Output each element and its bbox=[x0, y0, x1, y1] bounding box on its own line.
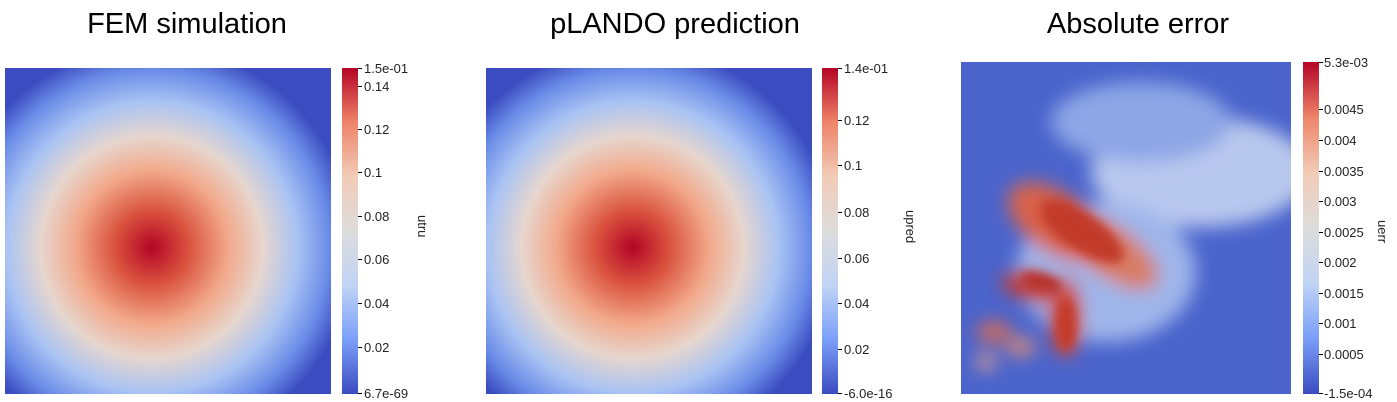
tick-mark bbox=[358, 172, 362, 173]
colorbar-tick-label: 0.003 bbox=[1324, 194, 1357, 209]
tick-mark bbox=[358, 68, 362, 69]
colorbar-max-label: 1.4e-01 bbox=[844, 61, 889, 76]
colorbar-tick-label: 0.0025 bbox=[1324, 225, 1364, 240]
tick-mark bbox=[838, 349, 842, 350]
colorbar-max-label: 1.5e-01 bbox=[364, 61, 409, 76]
tick-mark bbox=[838, 258, 842, 259]
colorbar-max-label: 5.3e-03 bbox=[1324, 55, 1369, 70]
colorbar-min-label: -1.5e-04 bbox=[1324, 386, 1373, 401]
field-plot bbox=[486, 68, 812, 394]
tick-mark bbox=[1319, 140, 1323, 141]
colorbar-tick-label: 0.02 bbox=[364, 340, 390, 355]
tick-mark bbox=[838, 165, 842, 166]
tick-mark bbox=[358, 393, 362, 394]
colorbar-variable-label: upred bbox=[903, 210, 918, 244]
colorbar-tick-label: 0.002 bbox=[1324, 255, 1357, 270]
tick-mark bbox=[1319, 232, 1323, 233]
colorbar-tick-label: 0.02 bbox=[844, 342, 870, 357]
field-surface bbox=[5, 68, 331, 394]
colorbar-tick-label: 0.12 bbox=[364, 122, 390, 137]
error-hotspots bbox=[1019, 200, 1124, 350]
tick-mark bbox=[358, 86, 362, 87]
tick-mark bbox=[1319, 323, 1323, 324]
tick-mark bbox=[358, 129, 362, 130]
tick-mark bbox=[838, 68, 842, 69]
panel-absolute-error: Absolute error bbox=[958, 0, 1397, 402]
colorbar-tick-label: 0.04 bbox=[844, 296, 870, 311]
field-surface bbox=[486, 68, 812, 394]
tick-mark bbox=[838, 212, 842, 213]
colorbar-gradient bbox=[1303, 62, 1319, 394]
colorbar-gradient bbox=[822, 68, 838, 394]
colorbar-variable-label: uerr bbox=[1375, 220, 1390, 244]
colorbar-tick-label: 0.06 bbox=[844, 251, 870, 266]
colorbar-tick-label: 0.004 bbox=[1324, 133, 1357, 148]
field-plot bbox=[5, 68, 331, 394]
panel-title: pLANDO prediction bbox=[550, 8, 800, 40]
colorbar-tick-label: 0.0035 bbox=[1324, 164, 1364, 179]
tick-mark bbox=[1319, 109, 1323, 110]
colorbar-tick-label: 0.08 bbox=[844, 205, 870, 220]
colorbar-tick-label: 0.08 bbox=[364, 209, 390, 224]
tick-mark bbox=[1319, 201, 1323, 202]
colorbar-min-label: 6.7e-69 bbox=[364, 386, 409, 401]
field-plot bbox=[961, 62, 1291, 394]
colorbar-tick-label: 0.04 bbox=[364, 296, 390, 311]
tick-mark bbox=[1319, 293, 1323, 294]
tick-mark bbox=[358, 347, 362, 348]
panel-fem-simulation: FEM simulation 1.5e-01 0.14 0.12 0.1 0.0… bbox=[0, 0, 460, 402]
tick-mark bbox=[1319, 354, 1323, 355]
colorbar-tick-label: 0.1 bbox=[364, 165, 383, 180]
panel-title: Absolute error bbox=[1046, 8, 1230, 40]
tick-mark bbox=[1319, 262, 1323, 263]
colorbar-variable-label: utru bbox=[415, 215, 430, 238]
colorbar-tick-label: 0.06 bbox=[364, 252, 390, 267]
colorbar-tick-label: 0.0015 bbox=[1324, 286, 1364, 301]
colorbar-min-label: -6.0e-16 bbox=[844, 386, 893, 401]
colorbar-tick-label: 0.0045 bbox=[1324, 102, 1364, 117]
colorbar-tick-label: 0.001 bbox=[1324, 316, 1357, 331]
tick-mark bbox=[1319, 171, 1323, 172]
colorbar-tick-label: 0.14 bbox=[364, 79, 390, 94]
tick-mark bbox=[358, 259, 362, 260]
panel-plando-prediction: pLANDO prediction 1.4e-01 0.12 0.1 0.08 … bbox=[480, 0, 940, 402]
colorbar-tick-label: 0.0005 bbox=[1324, 347, 1364, 362]
tick-mark bbox=[838, 120, 842, 121]
tick-mark bbox=[358, 216, 362, 217]
colorbar-tick-label: 0.1 bbox=[844, 158, 863, 173]
colorbar-gradient bbox=[342, 68, 358, 394]
tick-mark bbox=[838, 393, 842, 394]
tick-mark bbox=[358, 303, 362, 304]
tick-mark bbox=[838, 303, 842, 304]
tick-mark bbox=[1319, 393, 1323, 394]
panel-title: FEM simulation bbox=[87, 8, 287, 40]
tick-mark bbox=[1319, 62, 1323, 63]
colorbar-tick-label: 0.12 bbox=[844, 113, 870, 128]
